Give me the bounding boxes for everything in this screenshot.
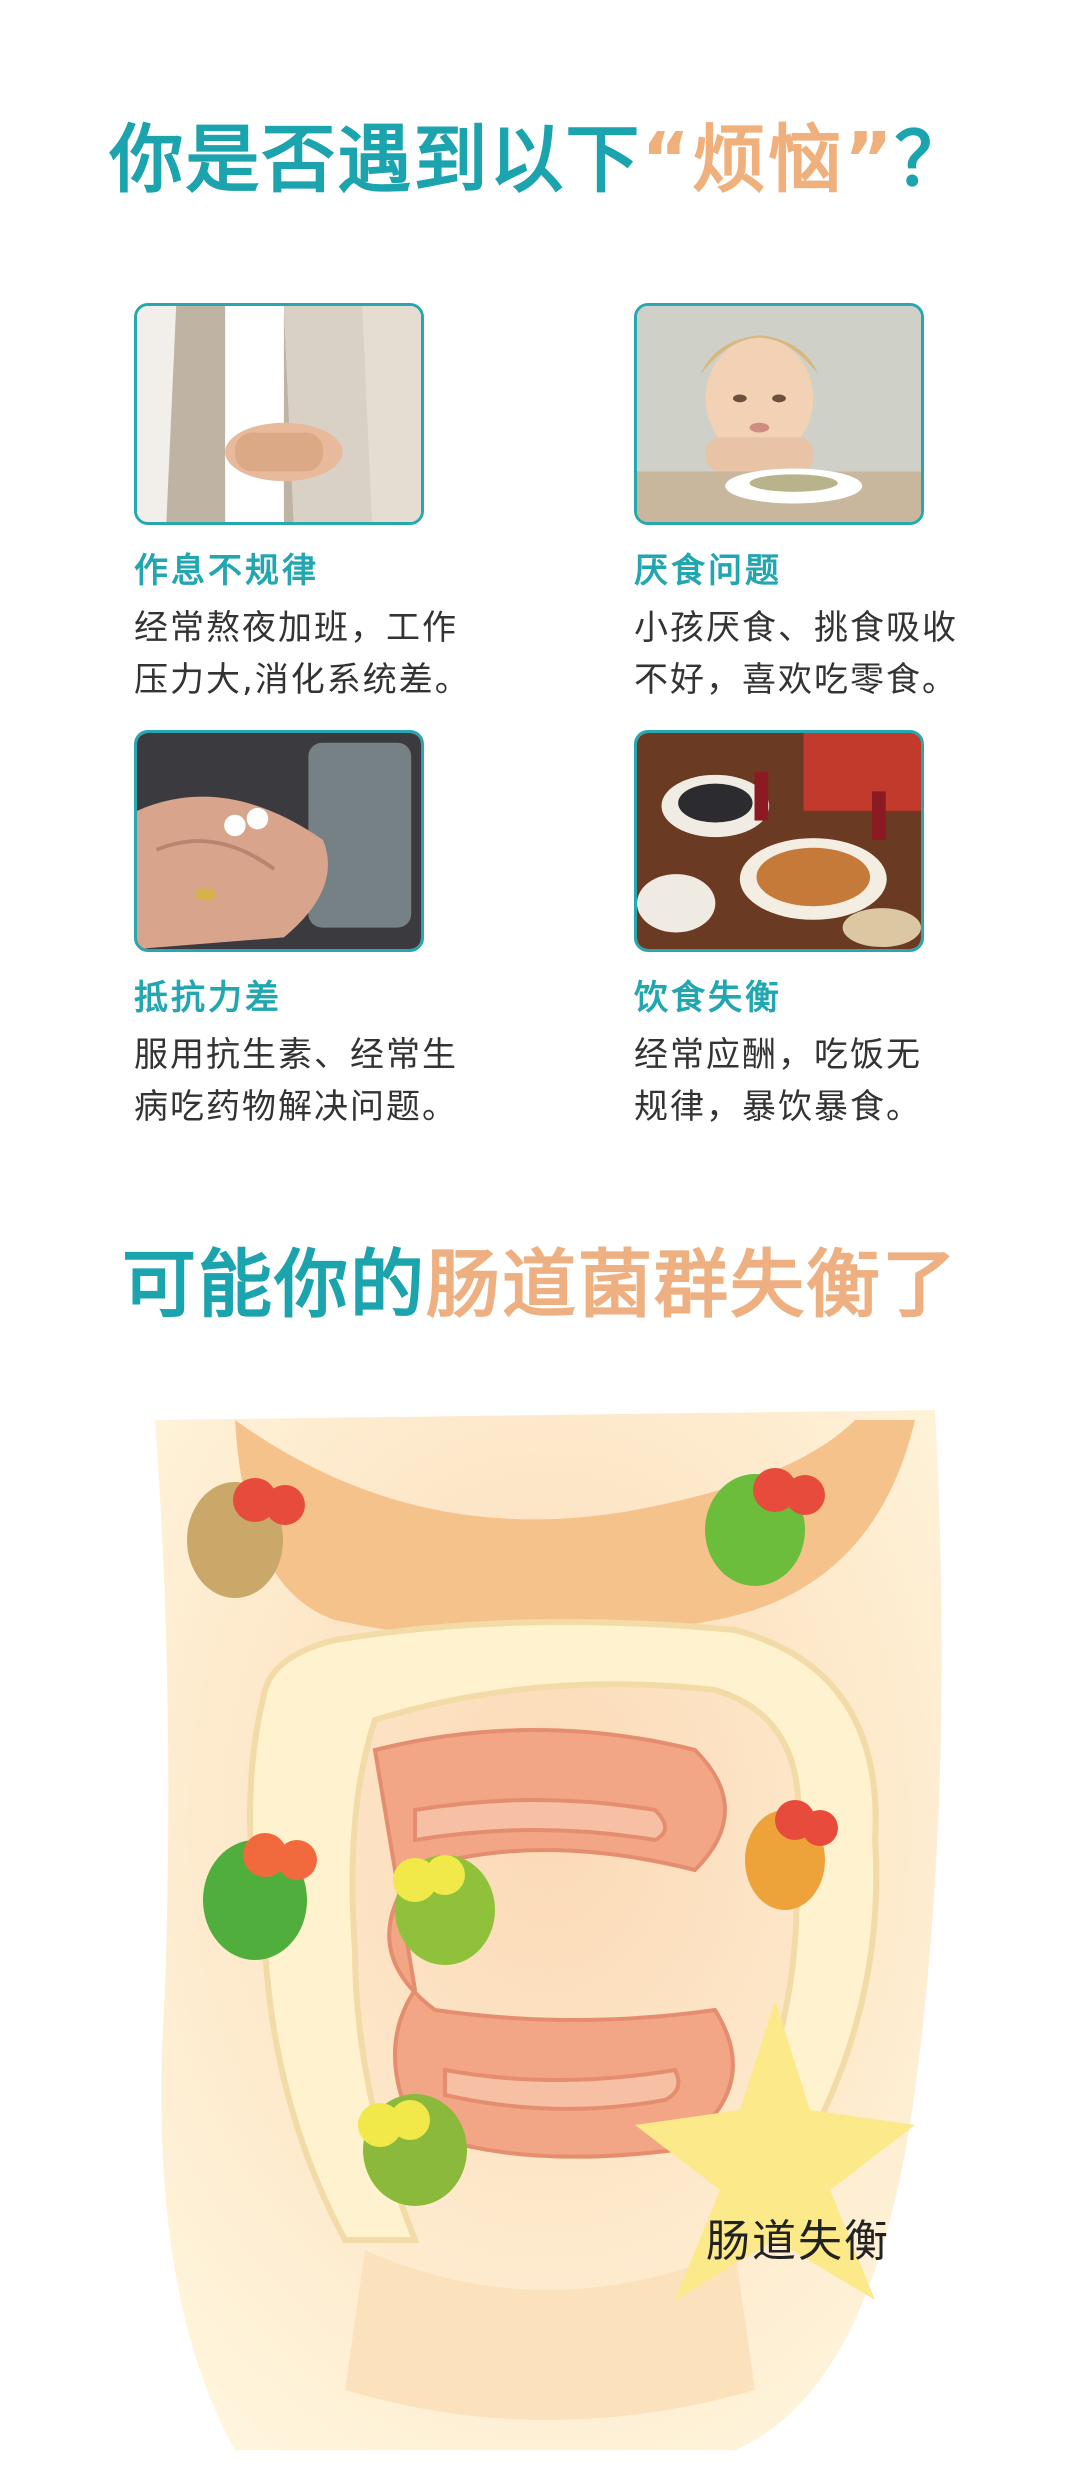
bacteria-icon (187, 1478, 305, 1598)
card-title: 抵抗力差 (134, 978, 282, 1018)
problem-card-diet: 饮食失衡 经常应酬，吃饭无 规律，暴饮暴食。 (634, 730, 1080, 1133)
problem-card-appetite: 厌食问题 小孩厌食、挑食吸收 不好，喜欢吃零食。 (634, 303, 1080, 706)
heading-accent: “烦恼” (641, 117, 895, 203)
bacteria-icon (393, 1855, 495, 1965)
star-badge (635, 2000, 915, 2300)
bacteria-icon (705, 1468, 825, 1586)
subheading-text: 可能你的 (122, 1242, 426, 1328)
child-not-eating-photo (634, 303, 924, 525)
problem-card-immunity: 抵抗力差 服用抗生素、经常生 病吃药物解决问题。 (134, 730, 594, 1133)
bacteria-icon (203, 1833, 317, 1960)
subheading-accent: 肠道菌群失衡了 (426, 1242, 958, 1328)
feast-table-photo (634, 730, 924, 952)
star-badge-label: 肠道失衡 (706, 2216, 890, 2267)
intestine-bacteria-illustration (155, 1410, 942, 2450)
heading-question-mark: ？ (894, 117, 971, 203)
card-title: 厌食问题 (634, 551, 782, 591)
card-title: 饮食失衡 (634, 978, 782, 1018)
card-text: 小孩厌食、挑食吸收 不好，喜欢吃零食。 (634, 608, 958, 700)
bacteria-icon (358, 2094, 467, 2206)
main-heading: 你是否遇到以下“烦恼”？ (0, 100, 1080, 207)
card-title: 作息不规律 (134, 551, 319, 591)
heading-text: 你是否遇到以下 (109, 117, 642, 203)
problem-card-sleep: 作息不规律 经常熬夜加班，工作 压力大,消化系统差。 (134, 303, 594, 706)
bacteria-icon (745, 1800, 838, 1910)
sub-heading: 可能你的肠道菌群失衡了 (0, 1225, 1080, 1332)
card-text: 服用抗生素、经常生 病吃药物解决问题。 (134, 1035, 458, 1127)
card-text: 经常应酬，吃饭无 规律，暴饮暴食。 (634, 1035, 922, 1127)
stomach-ache-photo (134, 303, 424, 525)
card-text: 经常熬夜加班，工作 压力大,消化系统差。 (134, 608, 471, 700)
pills-in-hand-photo (134, 730, 424, 952)
